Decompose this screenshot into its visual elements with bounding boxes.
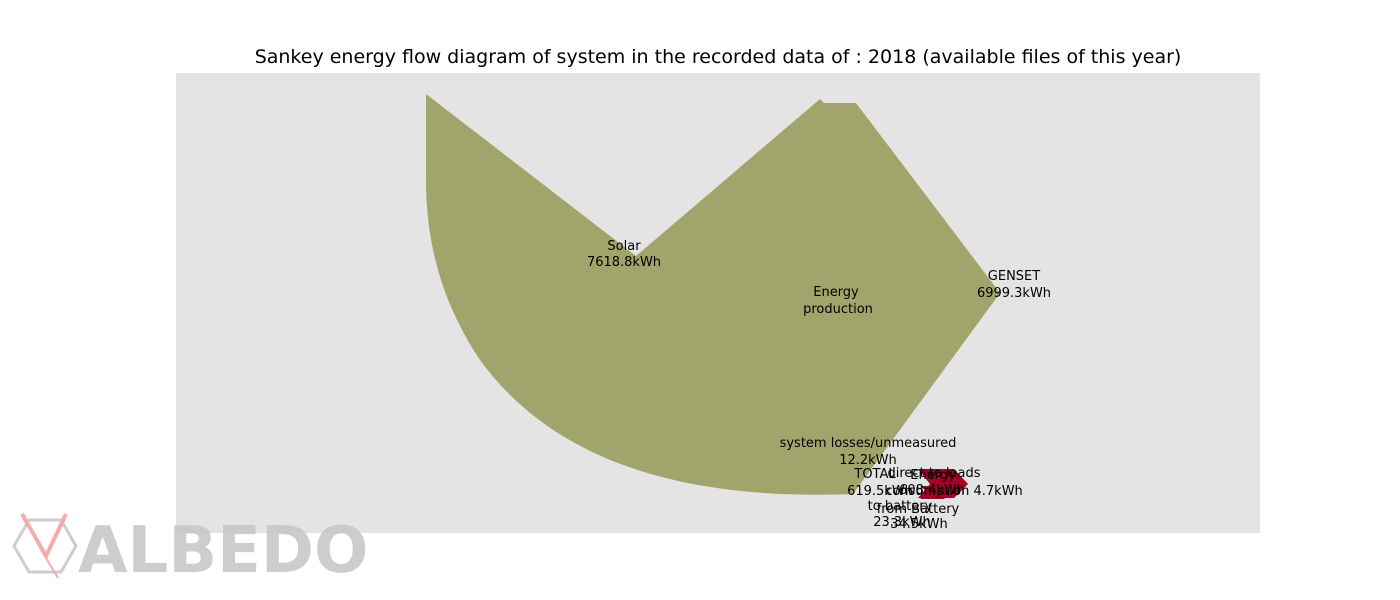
- energy-consumption-label: Energy: [910, 468, 956, 483]
- from-battery-value: 34.5kWh: [890, 517, 948, 532]
- energy-consumption-value: consumption 4.7kWh: [885, 484, 1023, 499]
- center-label-line2: production: [803, 302, 873, 317]
- center-label-line1: Energy: [813, 285, 859, 300]
- from-battery-label: from Battery: [877, 502, 960, 517]
- losses-label: system losses/unmeasured: [780, 436, 957, 451]
- logo-check-icon: [20, 513, 68, 561]
- solar-value: 7618.8kWh: [587, 255, 661, 270]
- total-value: 619.5kWh: [847, 484, 913, 499]
- logo-check-tail: [39, 547, 59, 579]
- direct-loads-label: direct to loads: [887, 466, 980, 481]
- logo-wordmark: ALBEDO: [78, 514, 368, 588]
- logo-hexagon-icon: [12, 518, 78, 574]
- genset-label: GENSET: [988, 269, 1040, 284]
- production-flow: [426, 94, 1000, 495]
- figure-title: Sankey energy flow diagram of system in …: [255, 46, 1182, 68]
- to-battery-value: 23.3kWh: [873, 515, 931, 530]
- solar-label: Solar: [607, 239, 641, 254]
- losses-value: 12.2kWh: [839, 453, 897, 468]
- genset-value: 6999.3kWh: [977, 286, 1051, 301]
- direct-loads-value: 608.4kWh: [899, 483, 965, 498]
- albedo-logo: ALBEDO: [12, 513, 368, 588]
- total-label: TOTAL: [853, 467, 896, 482]
- to-battery-label: to battery: [868, 499, 933, 514]
- output-flow-arrows-lower: [920, 486, 952, 499]
